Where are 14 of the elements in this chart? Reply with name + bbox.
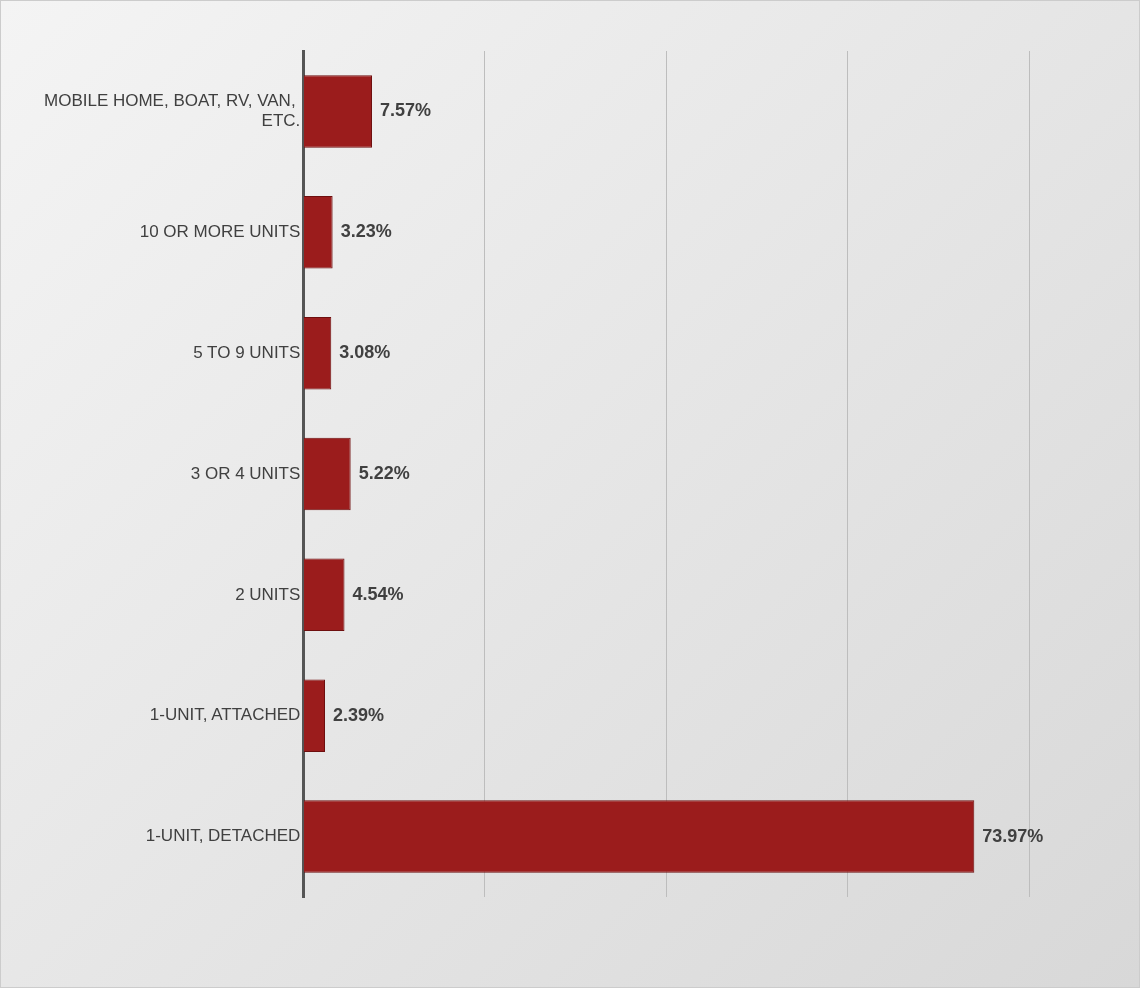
data-label: 73.97% [982,825,1044,846]
y-tick-label: 1-UNIT, ATTACHED [149,705,301,725]
y-tick-label: 1-UNIT, DETACHED [145,826,301,846]
data-label: 4.54% [352,583,404,604]
y-tick-label: 5 TO 9 UNITS [193,342,301,362]
data-label: 7.57% [379,100,432,121]
y-tick-label: 3 OR 4 UNITS [190,463,301,483]
data-label: 3.08% [339,342,391,363]
y-tick-label: MOBILE HOME, BOAT, RV, VAN, ETC. [44,90,301,131]
data-label: 5.22% [358,462,410,483]
y-tick-label: 2 UNITS [235,584,301,604]
y-tick-label: 10 OR MORE UNITS [139,221,301,241]
data-label: 2.39% [333,704,385,725]
data-label: 3.23% [340,221,392,242]
